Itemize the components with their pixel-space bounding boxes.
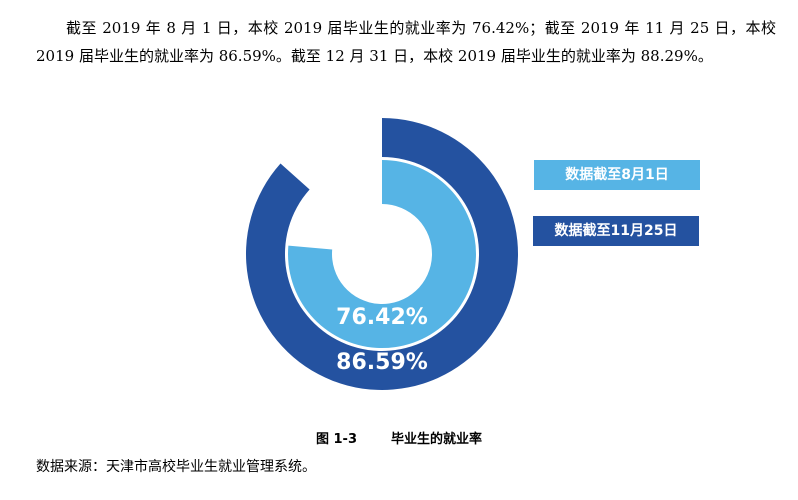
figure-number: 图 1-3	[315, 432, 357, 447]
intro-paragraph: 截至 2019 年 8 月 1 日，本校 2019 届毕业生的就业率为 76.4…	[36, 14, 776, 70]
concentric-donut-chart: 76.42% 86.59%	[245, 118, 518, 390]
figure-caption: 图 1-3 毕业生的就业率	[0, 428, 798, 447]
data-label-outer: 86.59%	[336, 350, 428, 375]
data-label-inner: 76.42%	[336, 305, 428, 330]
intro-paragraph-text: 截至 2019 年 8 月 1 日，本校 2019 届毕业生的就业率为 76.4…	[36, 19, 776, 65]
legend-item-aug-1: 数据截至8月1日	[534, 160, 700, 190]
data-source-note: 数据来源：天津市高校毕业生就业管理系统。	[36, 459, 316, 475]
legend-item-nov-25: 数据截至11月25日	[533, 216, 699, 246]
figure-title: 毕业生的就业率	[391, 432, 483, 447]
donut-arc-inner	[288, 159, 476, 348]
